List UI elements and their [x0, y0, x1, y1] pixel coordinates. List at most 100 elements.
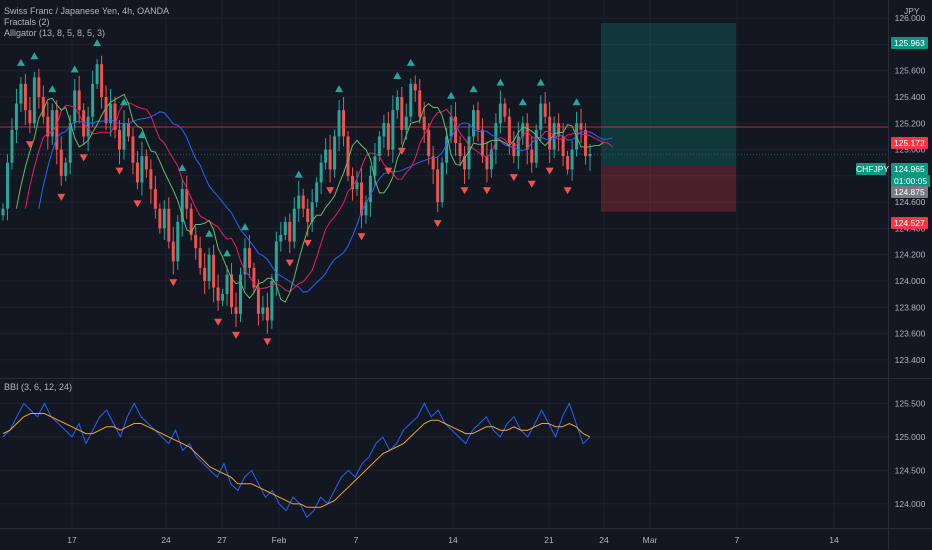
price-axis-label: 124.000	[895, 276, 926, 286]
bbi-average-line	[2, 413, 591, 508]
candle-body	[534, 129, 538, 163]
candle-body	[409, 83, 413, 117]
candle-body	[185, 189, 189, 209]
candle-body	[247, 248, 251, 268]
candle-body	[46, 116, 50, 137]
fractal-down-marker	[397, 147, 406, 155]
candle-body	[489, 149, 493, 170]
fractal-up-marker	[93, 39, 102, 47]
candle-body	[525, 123, 529, 150]
price-axis-label: 125.400	[895, 92, 926, 102]
candle-body	[328, 149, 332, 170]
bbi-axis-label: 125.000	[895, 432, 926, 442]
candle-body	[310, 202, 314, 222]
countdown-tag: 01:00:05	[891, 175, 931, 187]
fractal-down-marker	[563, 187, 572, 195]
price-axis-label: 125.000	[895, 145, 926, 155]
fractal-down-marker	[133, 200, 142, 208]
time-axis-label: 24	[599, 535, 609, 545]
candle-body	[64, 162, 68, 176]
candle-body	[77, 90, 81, 111]
candle-body	[391, 110, 395, 150]
fractal-down-marker	[545, 167, 554, 175]
candle-body	[530, 149, 534, 163]
alligator-teeth-line	[24, 102, 613, 293]
currency-label[interactable]: JPY	[904, 6, 920, 16]
target-price-tag: 125.963	[891, 37, 928, 49]
candle-body	[23, 83, 27, 111]
candle-body	[55, 110, 59, 150]
candle-body	[476, 110, 480, 130]
candle-body	[498, 103, 502, 124]
fractal-down-marker	[384, 167, 393, 175]
candle-body	[557, 123, 561, 137]
candle-body	[104, 97, 108, 124]
candle-body	[516, 136, 520, 157]
candle-body	[440, 162, 444, 203]
candle-body	[539, 103, 543, 130]
candle-body	[449, 116, 453, 137]
candle-body	[19, 83, 23, 104]
candle-body	[122, 123, 126, 150]
candle-body	[261, 307, 265, 314]
candle-body	[279, 235, 283, 242]
candle-body	[140, 156, 144, 183]
fractal-down-marker	[214, 318, 223, 326]
candle-body	[243, 248, 247, 275]
candle-body	[153, 189, 157, 209]
candle-body	[570, 149, 574, 170]
candle-body	[221, 294, 225, 301]
candle-body	[28, 110, 32, 124]
candle-body	[162, 208, 166, 229]
time-axis-label: 7	[735, 535, 740, 545]
fractal-down-marker	[285, 259, 294, 267]
candle-body	[333, 136, 337, 170]
fractal-up-marker	[335, 85, 344, 93]
candle-body	[395, 97, 399, 111]
candle-body	[319, 162, 323, 183]
fractals-legend: Fractals (2)	[4, 17, 50, 27]
candle-body	[100, 64, 104, 97]
fractal-up-marker	[240, 223, 249, 231]
candle-body	[59, 149, 63, 176]
candle-body	[131, 136, 135, 163]
fractal-up-marker	[447, 91, 456, 99]
candle-body	[158, 208, 162, 229]
fractal-down-marker	[232, 331, 241, 339]
bbi-axis-label: 125.500	[895, 398, 926, 408]
candle-body	[256, 287, 260, 314]
fractal-up-marker	[137, 131, 146, 139]
fractal-down-marker	[357, 233, 366, 241]
candle-body	[14, 103, 18, 130]
candle-body	[37, 77, 41, 97]
candle-body	[355, 182, 359, 189]
candle-body	[543, 103, 547, 117]
time-axis-label: Feb	[272, 535, 287, 545]
candle-body	[238, 274, 242, 314]
candle-body	[176, 221, 180, 262]
fractal-down-marker	[326, 187, 335, 195]
bbi-axis-label: 124.500	[895, 465, 926, 475]
price-axis-label: 124.200	[895, 250, 926, 260]
candle-body	[359, 182, 363, 216]
entry-price-tag: 125.172	[891, 137, 928, 149]
candle-body	[109, 103, 113, 124]
candle-body	[584, 129, 588, 157]
fractal-down-marker	[460, 187, 469, 195]
candle-body	[373, 156, 377, 176]
candle-body	[144, 156, 148, 170]
alligator-jaw-line	[38, 111, 613, 293]
candle-body	[95, 64, 99, 84]
profit-zone	[601, 23, 736, 167]
fractal-up-marker	[178, 164, 187, 171]
candle-body	[194, 235, 198, 249]
candle-body	[274, 241, 278, 281]
candle-body	[270, 281, 274, 321]
candle-body	[126, 123, 130, 137]
fractal-up-marker	[469, 85, 478, 93]
candle-body	[521, 123, 525, 137]
candle-body	[283, 221, 287, 235]
candle-body	[234, 307, 238, 314]
candle-body	[203, 267, 207, 281]
